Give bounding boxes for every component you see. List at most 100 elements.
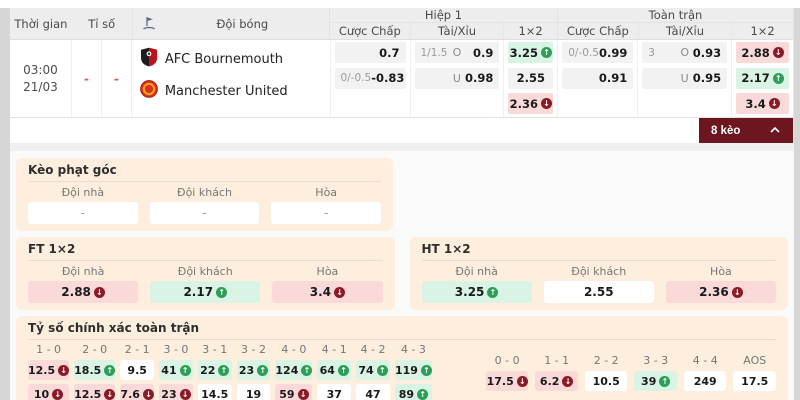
ft-card-home-odds[interactable]: 2.88 [28,281,139,303]
cs-odds[interactable]: 119 [394,360,432,380]
odds-value: 2.88 [741,45,770,60]
odds-value: 17.5 [486,374,514,388]
ht-card-home-odds[interactable]: 3.25 [421,281,532,303]
handicap-line: 0/-0.5 [568,46,599,59]
cs-odds[interactable]: 12.5 [28,360,70,380]
cs-col-header: 2 - 0 [82,343,108,356]
corner-home-odds[interactable]: - [28,202,138,224]
ft-card-away-odds[interactable]: 2.17 [150,281,261,303]
ft-handicap-column: 0/-0.5 0.99 0.91 [557,40,637,117]
odds-value: 3.25 [509,45,538,60]
odds-value: 64 [319,363,335,377]
ft-handicap-odds-2[interactable]: 0.91 [562,67,634,89]
main-content: Thời gian Tỉ số Đội bóng Hiệp 1 Cược Chấ… [10,8,794,400]
corner-draw-odds[interactable]: - [271,202,382,224]
column-header-time: Thời gian [14,16,68,31]
cs-odds[interactable]: 41 [159,360,193,380]
kickoff-time: 03:00 [23,63,58,77]
cs-odds[interactable]: 64 [317,360,352,380]
h1-over-odds[interactable]: 1/1.5 O 0.9 [414,42,500,63]
trend-icon [487,286,499,298]
odds-value: 124 [275,363,299,377]
trend-icon [216,286,228,298]
odds-value: 3.25 [454,285,485,299]
corner-away-odds[interactable]: - [149,202,260,224]
cs-odds[interactable]: 10 [28,384,70,400]
home-team-name: AFC Bournemouth [164,51,284,67]
ft-1x2-away-odds[interactable]: 2.17 [736,67,789,89]
h1-handicap-odds-1[interactable]: 0.7 [334,42,406,63]
full-time-title: Toàn trận [558,8,793,23]
away-team[interactable]: Manchester United [139,79,330,103]
away-team-logo [139,80,158,102]
odds-value: 6.2 [539,374,560,388]
ou-side: O [452,46,462,59]
cs-odds[interactable]: 14.5 [197,384,232,400]
cs-odds[interactable]: 18.5 [74,360,116,380]
ft-col-away: Đội khách [177,265,233,278]
trend-icon [52,388,64,400]
cs-odds[interactable]: 17.5 [733,371,776,391]
ht-card-draw-odds[interactable]: 2.36 [665,281,777,303]
ou-line: 1/1.5 [420,46,448,59]
h1-1x2-draw-odds[interactable]: 2.36 [508,93,554,115]
cs-odds[interactable]: 89 [394,384,432,400]
cs-odds[interactable]: 37 [317,384,352,400]
ft-handicap-odds-1[interactable]: 0/-0.5 0.99 [562,42,634,63]
ou-side: U [452,71,461,85]
cs-odds[interactable]: 23 [236,360,271,380]
odds-value: 41 [161,363,177,377]
corner-flag-icon [142,16,156,31]
cs-odds[interactable]: 249 [683,371,727,391]
trend-icon [218,364,230,376]
h1-under-odds[interactable]: U 0.98 [414,67,500,89]
ou-side: O [680,46,689,59]
odds-value: 9.5 [127,363,147,377]
ft-card-draw-odds[interactable]: 3.4 [272,281,383,303]
ft-over-odds[interactable]: 3 O 0.93 [642,42,728,63]
ft-1x2-home-odds[interactable]: 2.88 [736,42,789,63]
cs-odds[interactable]: 23 [159,384,193,400]
cs-odds[interactable]: 7.6 [120,384,155,400]
cs-col-header: 3 - 0 [163,343,189,356]
score-home: - [72,40,102,117]
cs-col-header: 3 - 1 [202,343,228,356]
odds-value: 59 [279,387,295,400]
cs-odds[interactable]: 59 [275,384,313,400]
odds-value: 19 [245,387,262,400]
cs-col-header: 3 - 2 [241,343,266,356]
trend-icon [179,388,191,400]
h1-1x2-home-odds[interactable]: 3.25 [508,42,554,63]
cs-odds[interactable]: 12.5 [74,384,116,400]
cs-odds[interactable]: 39 [634,371,677,391]
cs-col-header: 4 - 3 [400,343,426,356]
column-header-score: Tỉ số [88,16,116,31]
home-team[interactable]: AFC Bournemouth [140,47,330,71]
ft-under-odds[interactable]: U 0.95 [642,67,728,89]
cs-odds[interactable]: 6.2 [535,371,578,391]
cs-odds[interactable]: 22 [197,360,232,380]
trend-icon [659,375,671,387]
odds-value: 119 [394,363,418,377]
score-away: - [102,40,132,117]
trend-icon [417,388,429,400]
ht-1x2-title: HT 1×2 [421,242,776,261]
cs-odds[interactable]: 124 [275,360,313,380]
cs-odds[interactable]: 10.5 [584,371,628,391]
keo-count-button[interactable]: 8 kèo [699,118,793,143]
odds-value: 10.5 [592,374,620,388]
group-header-first-half: Hiệp 1 Cược Chấp Tài/Xỉu 1×2 [329,8,557,39]
correct-score-title: Tỷ số chính xác toàn trận [28,321,776,340]
h1-handicap-odds-2[interactable]: 0/-0.5 -0.83 [334,67,406,89]
cs-odds[interactable]: 17.5 [485,371,529,391]
match-time: 03:00 21/03 [10,40,72,117]
ft-1x2-draw-odds[interactable]: 3.4 [736,93,789,115]
cs-odds[interactable]: 19 [236,384,271,400]
cs-odds[interactable]: 74 [356,360,390,380]
ht-card-away-odds[interactable]: 2.55 [543,281,654,303]
odds-value: 23 [238,363,255,377]
cs-odds[interactable]: 47 [356,384,390,400]
h1-1x2-away-odds[interactable]: 2.55 [508,67,554,89]
odds-value: 12.5 [74,387,102,400]
cs-odds[interactable]: 9.5 [120,360,155,380]
